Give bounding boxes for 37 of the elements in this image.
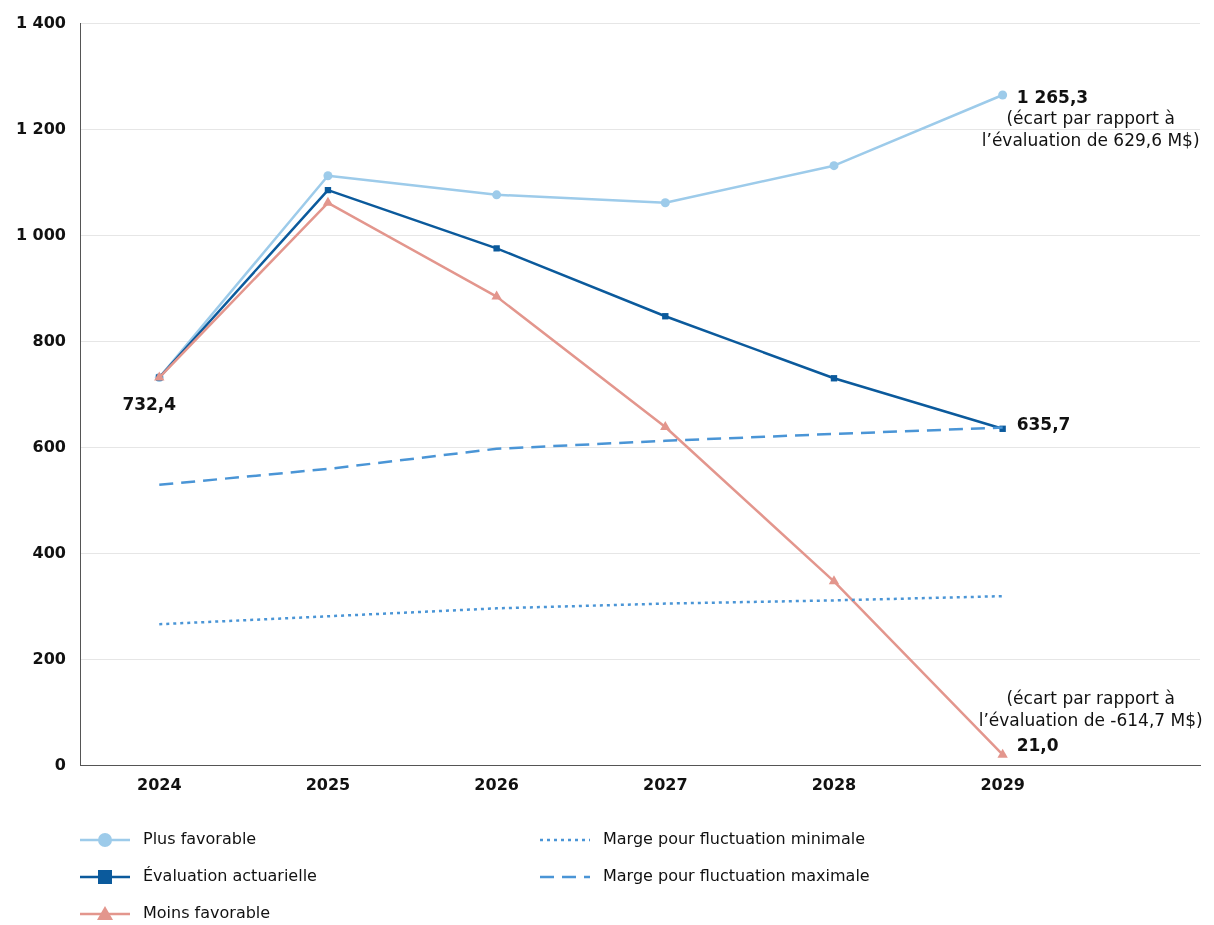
annotation: (écart par rapport à l’évaluation de 629,6 M$) <box>981 107 1200 150</box>
annotation: (écart par rapport à l’évaluation de -614,7 M$) <box>978 687 1203 730</box>
x-tick-label: 2029 <box>980 774 1025 794</box>
legend-label: Plus favorable <box>143 829 257 849</box>
x-tick-label: 2026 <box>474 774 519 794</box>
x-tick-label: 2027 <box>643 774 688 794</box>
legend-label: Évaluation actuarielle <box>143 866 317 886</box>
y-tick-label: 0 <box>54 754 66 774</box>
x-tick-label: 2024 <box>137 774 182 794</box>
point <box>828 575 840 585</box>
y-tick-label: 600 <box>32 436 66 456</box>
y-tick-label: 1 200 <box>15 118 66 138</box>
y-tick-label: 200 <box>32 648 66 668</box>
legend-label: Marge pour fluctuation maximale <box>603 866 870 886</box>
x-tick-label: 2025 <box>305 774 351 794</box>
point <box>493 245 500 252</box>
data-label: 732,4 <box>122 394 177 415</box>
legend-label: Marge pour fluctuation minimale <box>603 829 866 849</box>
data-label: 1 265,3 <box>1016 87 1089 108</box>
point <box>491 290 502 300</box>
y-tick-label: 1 000 <box>15 224 66 244</box>
point <box>997 748 1008 758</box>
point <box>998 90 1008 100</box>
line-series <box>158 426 1004 487</box>
x-tick-label: 2028 <box>811 774 857 794</box>
point <box>829 161 839 171</box>
y-tick-label: 800 <box>32 330 66 350</box>
data-label: 21,0 <box>1016 735 1059 756</box>
y-tick-label: 400 <box>32 542 66 562</box>
point <box>660 198 670 208</box>
point <box>492 190 502 200</box>
data-label: 635,7 <box>1016 414 1071 435</box>
point <box>660 421 671 431</box>
point <box>323 171 333 181</box>
line-series <box>158 594 1004 626</box>
y-tick-label: 1 400 <box>15 12 66 32</box>
legend-label: Moins favorable <box>143 903 271 923</box>
